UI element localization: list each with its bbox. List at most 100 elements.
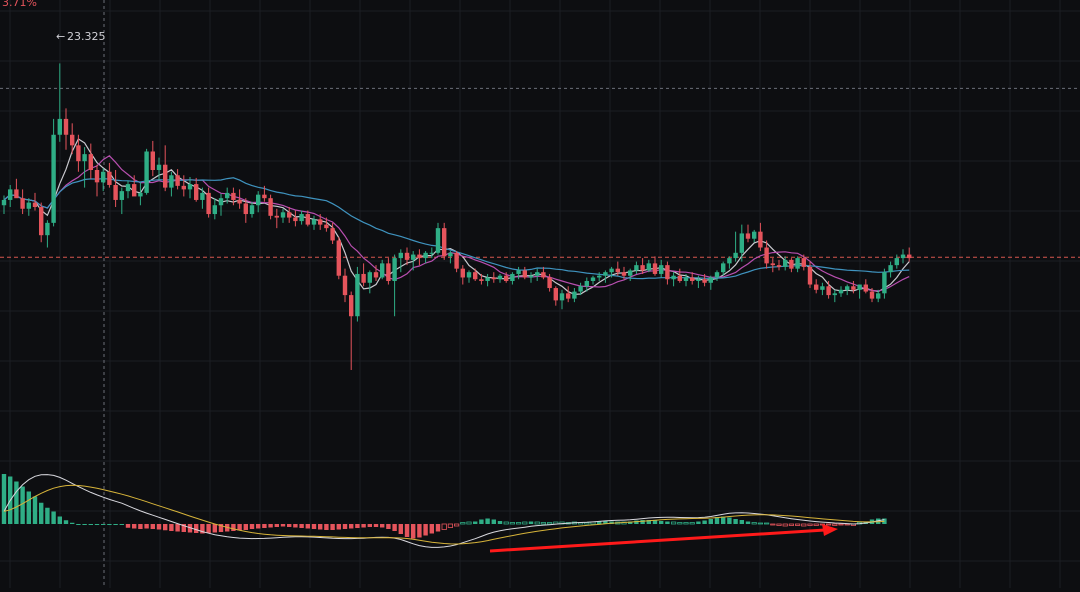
candle[interactable]	[138, 182, 143, 206]
candle[interactable]	[845, 284, 850, 296]
candle[interactable]	[516, 266, 521, 280]
candle[interactable]	[907, 247, 912, 262]
candle[interactable]	[119, 187, 124, 215]
candle[interactable]	[758, 222, 763, 252]
candle[interactable]	[553, 286, 558, 306]
candle[interactable]	[814, 279, 819, 294]
candle[interactable]	[572, 288, 577, 303]
candle[interactable]	[1, 195, 7, 215]
candle[interactable]	[535, 268, 540, 281]
candle[interactable]	[454, 251, 459, 273]
candle[interactable]	[628, 268, 633, 281]
candle[interactable]	[460, 265, 465, 285]
candle[interactable]	[869, 288, 875, 303]
candle[interactable]	[783, 256, 788, 271]
candle[interactable]	[32, 192, 38, 211]
candle[interactable]	[770, 258, 775, 273]
candle[interactable]	[324, 217, 329, 232]
candle[interactable]	[714, 270, 720, 281]
candle[interactable]	[900, 249, 906, 264]
candle[interactable]	[132, 175, 137, 197]
candle[interactable]	[404, 247, 410, 266]
candle[interactable]	[237, 189, 242, 209]
candle[interactable]	[696, 275, 701, 289]
candle[interactable]	[652, 256, 658, 276]
candle[interactable]	[411, 251, 416, 271]
candle[interactable]	[634, 261, 639, 274]
candle[interactable]	[442, 222, 447, 260]
candle[interactable]	[57, 63, 62, 142]
candle[interactable]	[231, 187, 236, 206]
candle[interactable]	[708, 275, 713, 290]
candle[interactable]	[175, 169, 180, 190]
candle[interactable]	[702, 273, 707, 287]
candle[interactable]	[256, 191, 261, 213]
candle[interactable]	[45, 220, 50, 248]
candle[interactable]	[20, 189, 25, 215]
candle[interactable]	[646, 259, 651, 273]
candle[interactable]	[156, 157, 162, 181]
candle[interactable]	[181, 175, 186, 197]
candle[interactable]	[63, 108, 69, 150]
candle[interactable]	[522, 266, 527, 280]
candle[interactable]	[39, 202, 44, 243]
candle[interactable]	[212, 198, 217, 220]
candle[interactable]	[733, 231, 738, 262]
candle[interactable]	[566, 286, 571, 303]
candle[interactable]	[838, 286, 844, 297]
candle[interactable]	[745, 224, 751, 243]
candle[interactable]	[88, 143, 93, 179]
candle[interactable]	[361, 263, 366, 287]
candle[interactable]	[510, 272, 515, 285]
candle[interactable]	[330, 222, 335, 244]
candle[interactable]	[107, 162, 112, 188]
candle[interactable]	[448, 251, 453, 264]
candle[interactable]	[590, 275, 596, 285]
candle[interactable]	[429, 247, 434, 259]
candle[interactable]	[305, 210, 310, 227]
candle[interactable]	[51, 118, 56, 227]
candle[interactable]	[621, 266, 627, 280]
candle[interactable]	[739, 224, 744, 262]
candle[interactable]	[485, 273, 490, 287]
candle[interactable]	[801, 254, 806, 271]
candle[interactable]	[380, 259, 385, 280]
candle[interactable]	[169, 171, 174, 197]
candle[interactable]	[70, 123, 75, 155]
candle[interactable]	[876, 289, 881, 303]
candle[interactable]	[200, 187, 205, 209]
candle[interactable]	[94, 164, 100, 197]
candle[interactable]	[349, 291, 354, 370]
candle[interactable]	[82, 147, 87, 188]
candle[interactable]	[882, 268, 887, 299]
candle[interactable]	[528, 272, 534, 283]
candle[interactable]	[243, 198, 248, 223]
candle[interactable]	[677, 268, 682, 283]
candle[interactable]	[144, 148, 149, 195]
candle[interactable]	[690, 272, 695, 285]
candle[interactable]	[225, 187, 230, 204]
candle[interactable]	[293, 210, 298, 227]
candle[interactable]	[851, 281, 856, 294]
candle[interactable]	[262, 185, 267, 202]
candle[interactable]	[113, 170, 118, 207]
candle[interactable]	[789, 258, 794, 273]
candle[interactable]	[832, 289, 837, 303]
candle[interactable]	[659, 259, 664, 278]
candle[interactable]	[218, 193, 224, 216]
candle[interactable]	[367, 270, 372, 294]
candle[interactable]	[683, 273, 689, 287]
candle[interactable]	[163, 145, 168, 192]
candle[interactable]	[504, 272, 509, 283]
candle[interactable]	[76, 134, 81, 172]
candle[interactable]	[807, 261, 813, 289]
candle[interactable]	[249, 201, 255, 218]
candle[interactable]	[187, 177, 193, 199]
candle[interactable]	[466, 270, 472, 283]
candle[interactable]	[671, 272, 676, 287]
candle[interactable]	[386, 258, 391, 285]
candle[interactable]	[423, 251, 428, 264]
candle[interactable]	[398, 249, 403, 273]
